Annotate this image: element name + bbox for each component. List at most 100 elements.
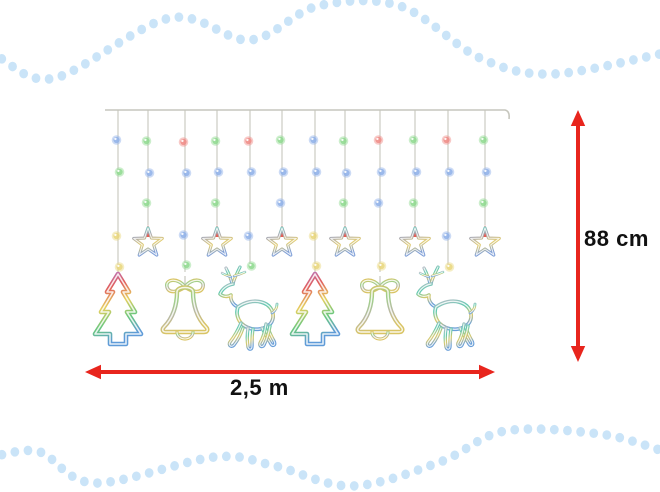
led-bulb-yellow bbox=[308, 231, 319, 241]
wave-dot bbox=[472, 436, 482, 447]
led-bulb-blue bbox=[308, 135, 319, 145]
wave-dot bbox=[149, 18, 158, 29]
led-bulb-green bbox=[210, 198, 221, 208]
led-bulb-green bbox=[478, 198, 489, 208]
strand-star bbox=[266, 110, 298, 257]
led-bulb-blue bbox=[144, 168, 155, 178]
wave-dot bbox=[10, 447, 20, 457]
height-dimension-label: 88 cm bbox=[584, 226, 649, 251]
wave-dot bbox=[524, 68, 534, 78]
wave-dot bbox=[261, 30, 271, 41]
led-bulb-green bbox=[478, 135, 489, 145]
wave-dot bbox=[298, 470, 308, 480]
wave-dot bbox=[654, 49, 660, 59]
wave-dot bbox=[332, 0, 342, 8]
wave-dot bbox=[131, 471, 141, 482]
wave-dot bbox=[511, 66, 521, 76]
wave-dot bbox=[628, 436, 637, 446]
tree-ornament-icon bbox=[92, 271, 144, 347]
wave-dot bbox=[23, 445, 33, 456]
wave-dot bbox=[57, 71, 67, 81]
strand-reindeer bbox=[416, 110, 477, 351]
led-bulb-blue bbox=[481, 167, 492, 177]
wave-dot bbox=[549, 424, 559, 435]
led-bulb-blue bbox=[243, 231, 254, 241]
wave-dot bbox=[199, 18, 209, 29]
led-bulb-blue bbox=[341, 168, 352, 178]
wave-dot bbox=[563, 425, 572, 436]
wave-dot bbox=[106, 476, 115, 487]
wave-dot bbox=[249, 34, 258, 45]
led-bulb-blue bbox=[181, 168, 192, 178]
wave-dot bbox=[174, 12, 184, 22]
wave-dot bbox=[79, 476, 89, 487]
light-curtain bbox=[92, 110, 501, 351]
wave-dot bbox=[187, 14, 197, 24]
led-bulb-blue bbox=[311, 167, 322, 177]
wave-dot bbox=[409, 7, 419, 18]
led-bulb-yellow bbox=[114, 262, 125, 272]
wave-dot bbox=[157, 464, 167, 475]
wave-dot bbox=[431, 22, 441, 33]
led-bulb-blue bbox=[111, 135, 122, 145]
wave-dot bbox=[640, 440, 650, 450]
wave-dot bbox=[590, 63, 600, 74]
wave-dot bbox=[602, 430, 612, 440]
wave-dot bbox=[182, 457, 192, 468]
wave-dot bbox=[420, 14, 430, 25]
star-ornament-icon bbox=[132, 225, 164, 257]
wave-dot bbox=[450, 450, 460, 461]
top-wave-dots bbox=[0, 0, 660, 84]
wave-dot bbox=[119, 474, 128, 485]
led-bulb-red bbox=[441, 135, 452, 145]
strand-tree bbox=[92, 110, 144, 347]
led-bulb-green bbox=[338, 198, 349, 208]
wave-dot bbox=[349, 481, 359, 491]
wave-dot bbox=[283, 16, 293, 27]
star-ornament-icon bbox=[329, 225, 361, 257]
wave-dot bbox=[345, 0, 355, 6]
wave-dot bbox=[523, 424, 533, 434]
wave-dot bbox=[44, 74, 54, 84]
strand-bell bbox=[355, 110, 405, 341]
wave-dot bbox=[323, 478, 333, 488]
led-bulb-yellow bbox=[376, 261, 387, 271]
wave-dot bbox=[0, 54, 7, 64]
wave-dot bbox=[223, 30, 233, 40]
strand-star bbox=[329, 110, 361, 257]
wave-dot bbox=[31, 73, 41, 84]
wave-dot bbox=[371, 0, 381, 7]
led-bulb-green bbox=[246, 261, 257, 271]
wave-dot bbox=[36, 447, 46, 458]
led-bulb-blue bbox=[213, 167, 224, 177]
strand-reindeer bbox=[218, 110, 279, 351]
wave-dot bbox=[286, 465, 295, 476]
wave-dot bbox=[144, 468, 154, 478]
wave-dot bbox=[362, 479, 372, 490]
wave-dot bbox=[589, 428, 599, 439]
wave-dot bbox=[536, 424, 546, 434]
wave-dot bbox=[319, 0, 329, 10]
wave-dot bbox=[441, 30, 451, 41]
wave-dot bbox=[47, 454, 57, 465]
led-bulb-green bbox=[141, 136, 152, 146]
wave-dot bbox=[311, 474, 320, 485]
led-bulb-blue bbox=[376, 167, 387, 177]
led-bulb-yellow bbox=[311, 261, 322, 271]
wave-dot bbox=[401, 469, 410, 480]
wave-dot bbox=[615, 432, 625, 443]
wave-dot bbox=[486, 57, 496, 68]
curtain-wire bbox=[105, 109, 510, 120]
reindeer-ornament-icon bbox=[218, 265, 279, 351]
star-ornament-icon bbox=[201, 225, 233, 257]
wave-dot bbox=[208, 452, 218, 462]
wave-dot bbox=[260, 458, 270, 469]
wave-dot bbox=[603, 60, 613, 71]
strand-star bbox=[132, 110, 164, 257]
wave-dot bbox=[551, 69, 560, 79]
bell-ornament-icon bbox=[355, 276, 405, 341]
wave-dot bbox=[388, 473, 398, 484]
led-bulb-green bbox=[141, 198, 152, 208]
wave-dot bbox=[170, 461, 179, 471]
wave-dot bbox=[484, 430, 494, 441]
